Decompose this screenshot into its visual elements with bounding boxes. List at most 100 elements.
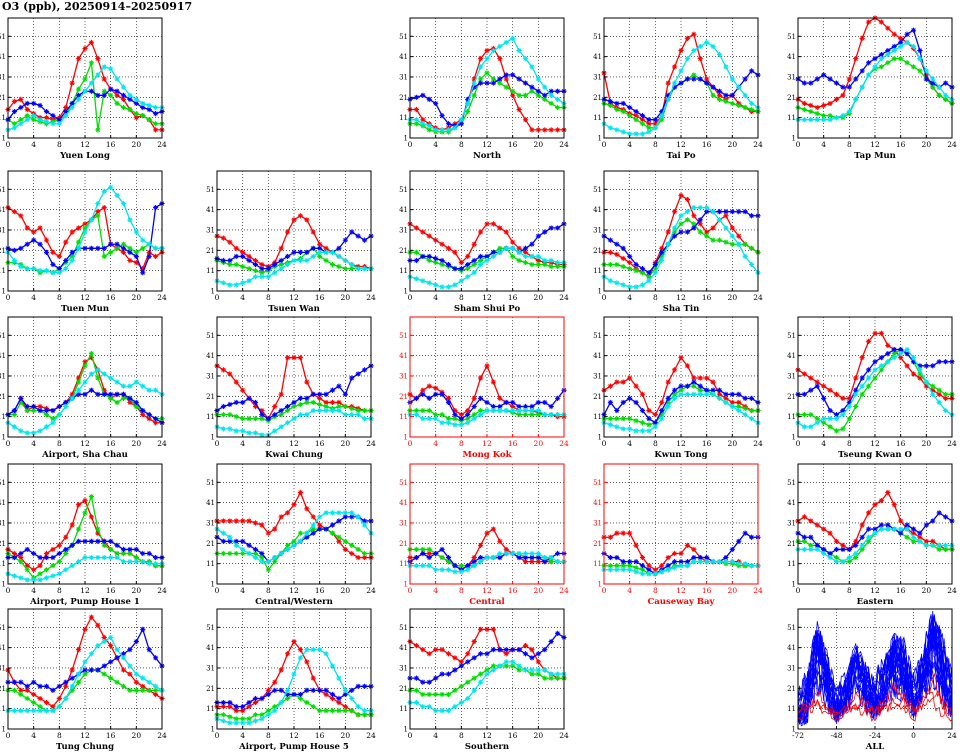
data-point-red bbox=[659, 245, 665, 251]
y-tick-label: 1 bbox=[598, 135, 602, 143]
x-tick-label: 0 bbox=[6, 731, 11, 740]
data-point-red bbox=[75, 647, 82, 653]
data-point-cyan bbox=[108, 184, 114, 190]
data-point-red bbox=[607, 534, 614, 540]
data-point-blue bbox=[484, 80, 490, 86]
data-point-red bbox=[152, 691, 159, 698]
data-point-cyan bbox=[56, 121, 62, 127]
data-point-cyan bbox=[671, 80, 678, 86]
data-point-red bbox=[704, 375, 710, 381]
data-point-blue bbox=[233, 399, 239, 406]
data-point-red bbox=[120, 667, 127, 673]
data-point-cyan bbox=[355, 266, 361, 272]
data-point-green bbox=[133, 249, 139, 255]
data-point-green bbox=[259, 554, 265, 561]
data-point-red bbox=[31, 229, 37, 235]
data-point-green bbox=[607, 102, 614, 109]
data-point-red bbox=[548, 127, 554, 133]
data-point-green bbox=[471, 675, 477, 681]
data-point-green bbox=[349, 542, 355, 548]
data-point-blue bbox=[329, 522, 336, 528]
data-point-green bbox=[108, 249, 114, 255]
data-point-cyan bbox=[646, 129, 652, 135]
data-point-red bbox=[646, 121, 652, 127]
y-tick-label: 41 bbox=[399, 206, 408, 214]
data-point-cyan bbox=[56, 704, 62, 710]
data-point-red bbox=[240, 518, 246, 524]
data-point-cyan bbox=[75, 245, 82, 251]
data-point-red bbox=[691, 31, 697, 37]
data-point-green bbox=[872, 375, 878, 381]
data-point-cyan bbox=[445, 127, 452, 133]
data-point-cyan bbox=[11, 257, 18, 264]
data-point-green bbox=[548, 263, 554, 270]
data-point-green bbox=[18, 399, 24, 406]
data-point-green bbox=[471, 412, 477, 418]
data-point-cyan bbox=[510, 659, 516, 665]
data-point-red bbox=[101, 387, 107, 393]
data-point-cyan bbox=[614, 280, 620, 286]
data-point-red bbox=[18, 96, 24, 102]
data-point-cyan bbox=[413, 117, 420, 123]
data-point-cyan bbox=[930, 542, 936, 548]
data-point-green bbox=[227, 550, 233, 557]
y-tick-label: 21 bbox=[0, 94, 6, 102]
data-point-blue bbox=[846, 546, 852, 553]
data-point-green bbox=[607, 563, 614, 569]
y-tick-label: 11 bbox=[787, 705, 796, 713]
data-point-cyan bbox=[336, 253, 342, 260]
data-point-blue bbox=[646, 567, 652, 573]
y-tick-label: 21 bbox=[0, 393, 6, 401]
y-tick-label: 41 bbox=[593, 53, 602, 61]
data-point-red bbox=[833, 391, 840, 397]
data-point-blue bbox=[426, 554, 432, 561]
data-point-cyan bbox=[808, 117, 814, 123]
data-point-cyan bbox=[535, 253, 541, 260]
data-point-red bbox=[633, 383, 639, 389]
data-point-cyan bbox=[684, 209, 691, 215]
data-point-red bbox=[859, 35, 865, 41]
data-point-blue bbox=[646, 416, 652, 422]
x-tick-label: 24 bbox=[559, 140, 569, 149]
data-point-red bbox=[484, 626, 490, 632]
data-point-cyan bbox=[304, 530, 310, 536]
data-point-red bbox=[246, 704, 252, 710]
data-point-red bbox=[923, 383, 929, 389]
y-tick-label: 31 bbox=[206, 664, 215, 672]
data-point-red bbox=[471, 554, 477, 561]
data-point-cyan bbox=[433, 127, 439, 133]
data-point-cyan bbox=[659, 569, 665, 575]
data-point-cyan bbox=[452, 569, 458, 575]
data-point-red bbox=[291, 355, 297, 361]
data-point-cyan bbox=[671, 565, 678, 571]
data-point-blue bbox=[140, 104, 146, 111]
data-point-red bbox=[50, 704, 56, 710]
x-tick-label: 20 bbox=[341, 439, 351, 448]
data-point-cyan bbox=[814, 546, 820, 553]
data-point-cyan bbox=[936, 542, 942, 548]
data-point-red bbox=[259, 407, 265, 414]
data-point-green bbox=[240, 416, 246, 422]
data-point-red bbox=[710, 379, 716, 385]
data-point-red bbox=[821, 526, 827, 532]
data-point-red bbox=[297, 213, 304, 219]
data-point-cyan bbox=[140, 237, 146, 243]
data-point-blue bbox=[639, 266, 646, 272]
data-point-blue bbox=[458, 663, 464, 669]
data-point-cyan bbox=[898, 351, 904, 357]
data-point-green bbox=[82, 671, 88, 677]
data-point-green bbox=[522, 412, 529, 418]
y-tick-label: 51 bbox=[399, 479, 408, 487]
y-tick-label: 1 bbox=[211, 726, 215, 734]
data-point-blue bbox=[723, 92, 729, 98]
data-point-blue bbox=[620, 100, 626, 107]
data-point-blue bbox=[291, 691, 297, 698]
data-point-cyan bbox=[413, 276, 420, 282]
data-point-red bbox=[671, 367, 678, 373]
data-point-green bbox=[639, 420, 646, 426]
data-point-blue bbox=[75, 92, 82, 98]
data-point-red bbox=[827, 530, 833, 536]
data-point-cyan bbox=[37, 577, 43, 583]
